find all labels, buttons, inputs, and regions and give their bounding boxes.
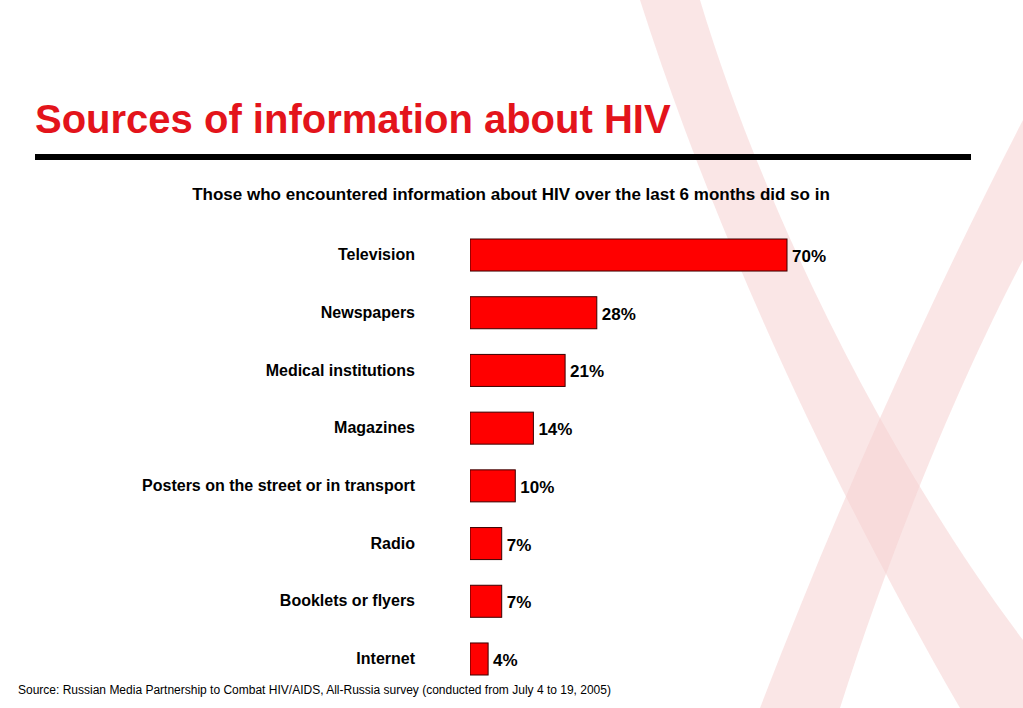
- title: Sources of information about HIV: [35, 97, 671, 141]
- tick: Booklets or flyers: [280, 592, 415, 609]
- tick-label: Television: [338, 246, 415, 263]
- data-label: 28%: [602, 305, 636, 324]
- tick: Radio: [371, 535, 416, 552]
- tick: Newspapers: [321, 304, 415, 321]
- data-label: 70%: [792, 247, 826, 266]
- bar: [470, 585, 502, 617]
- tick-label: Magazines: [334, 419, 415, 436]
- title-rule: [35, 154, 971, 160]
- tick: Magazines: [334, 419, 415, 436]
- tick-label: Newspapers: [321, 304, 415, 321]
- data-label: 7%: [507, 593, 532, 612]
- bar: [470, 239, 787, 271]
- ribbon-band: [760, 120, 1023, 708]
- ribbon-band: [640, 0, 1023, 708]
- tick-label: Radio: [371, 535, 416, 552]
- tick-label: Booklets or flyers: [280, 592, 415, 609]
- bar: [470, 297, 597, 329]
- bar: [470, 470, 515, 502]
- background-ribbon: [640, 0, 1023, 708]
- tick-label: Medical institutions: [266, 362, 415, 379]
- bar: [470, 412, 533, 444]
- chart: Sources of information about HIV Those wh…: [0, 0, 1023, 708]
- data-label: 7%: [507, 536, 532, 555]
- data-label: 4%: [493, 651, 518, 670]
- tick: Posters on the street or in transport: [142, 477, 416, 494]
- subtitle: Those who encountered information about …: [192, 185, 830, 204]
- bar: [470, 354, 565, 386]
- data-label: 21%: [570, 362, 604, 381]
- data-labels: 70% 28% 21% 14% 10% 7% 7% 4%: [493, 247, 826, 670]
- data-label: 14%: [538, 420, 572, 439]
- tick-label: Posters on the street or in transport: [142, 477, 416, 494]
- bars: [470, 239, 787, 675]
- source-note: Source: Russian Media Partnership to Com…: [18, 683, 611, 697]
- y-axis: Television Newspapers Medical institutions…: [142, 246, 416, 667]
- data-label: 10%: [520, 478, 554, 497]
- bar: [470, 528, 502, 560]
- tick: Television: [338, 246, 415, 263]
- bar: [470, 643, 488, 675]
- tick-label: Internet: [356, 650, 415, 667]
- tick: Medical institutions: [266, 362, 415, 379]
- tick: Internet: [356, 650, 415, 667]
